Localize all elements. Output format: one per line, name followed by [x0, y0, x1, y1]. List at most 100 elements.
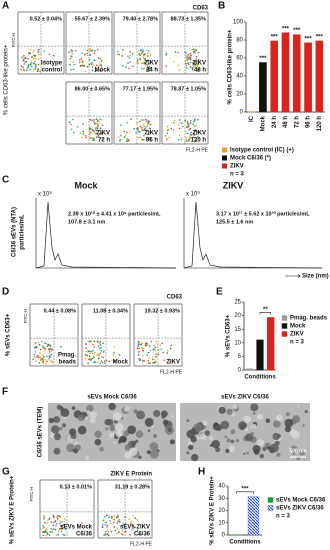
event-dot [22, 66, 24, 69]
vesicle [202, 425, 207, 430]
event-dot [99, 340, 102, 343]
event-dot [73, 63, 76, 66]
event-dot [72, 131, 75, 134]
event-dot [189, 61, 192, 64]
event-dot [146, 68, 148, 70]
event-dot [165, 65, 167, 67]
vesicle [209, 436, 214, 441]
event-dot [89, 53, 92, 56]
event-dot [132, 515, 134, 517]
significance: *** [259, 56, 267, 62]
event-dot [147, 119, 150, 122]
event-dot [126, 138, 129, 140]
event-dot [121, 55, 124, 57]
event-dot [99, 57, 102, 60]
vesicle [99, 446, 104, 452]
y-tick-label: 10 [218, 520, 225, 526]
vesicle [276, 452, 281, 457]
event-dot [68, 51, 70, 53]
event-dot [72, 61, 75, 63]
event-dot [93, 120, 95, 123]
vesicle [220, 420, 230, 430]
y-tick-label: 40 [218, 484, 225, 490]
event-dot [113, 526, 116, 528]
event-dot [86, 354, 89, 357]
vesicle [269, 443, 279, 453]
event-dot [149, 52, 152, 55]
event-dot [148, 62, 150, 65]
event-dot [81, 60, 84, 62]
event-dot [133, 127, 135, 130]
event-dot [106, 524, 109, 527]
event-dot [90, 357, 92, 359]
vesicle [89, 411, 98, 419]
event-dot [196, 68, 198, 71]
event-dot [101, 124, 104, 127]
legend-label: Mock [290, 324, 306, 330]
event-dot [137, 533, 140, 536]
vesicle [171, 415, 174, 418]
event-dot [100, 66, 103, 68]
event-dot [178, 127, 181, 130]
event-dot [138, 357, 140, 360]
event-dot [141, 62, 144, 65]
x-axis-title: FL2-H PE [186, 147, 209, 153]
vesicle [87, 410, 91, 414]
event-dot [144, 344, 147, 347]
event-dot [42, 530, 45, 533]
event-dot [125, 66, 127, 68]
event-dot [189, 66, 192, 68]
event-dot [122, 522, 124, 524]
vesicle [272, 432, 280, 441]
event-dot [51, 531, 53, 533]
event-dot [33, 356, 36, 358]
event-dot [187, 124, 190, 126]
event-dot [113, 345, 116, 348]
event-dot [197, 59, 200, 61]
event-dot [131, 53, 134, 55]
vesicle [162, 419, 169, 425]
event-dot [42, 534, 45, 537]
vesicle [226, 408, 233, 415]
event-dot [116, 528, 119, 530]
event-dot [117, 514, 119, 517]
event-dot [64, 528, 67, 531]
scale-bar-label: 500 nm [289, 448, 307, 454]
event-dot [131, 529, 133, 531]
plot-label: Mock [113, 360, 129, 366]
event-dot [192, 123, 195, 126]
event-dot [165, 53, 167, 56]
event-dot [136, 128, 139, 131]
event-dot [35, 356, 37, 359]
event-dot [88, 48, 90, 51]
event-dot [31, 59, 33, 62]
x-axis-label: Conditions [229, 540, 261, 546]
event-dot [137, 354, 140, 356]
event-dot [62, 524, 65, 526]
legend-label: Mock C6/36 (*) [230, 156, 271, 162]
event-dot [168, 136, 170, 139]
event-dot [116, 533, 118, 535]
event-dot [113, 351, 116, 354]
y-tick-label: 20 [236, 92, 243, 98]
event-dot [56, 519, 59, 521]
event-dot [166, 138, 168, 140]
event-dot [46, 533, 49, 535]
event-dot [100, 349, 103, 352]
event-dot [164, 135, 167, 137]
event-dot [89, 119, 92, 121]
plot-stat: 88.73 ± 1.35% [171, 16, 207, 22]
event-dot [170, 127, 173, 130]
x-tick-label: 96 h [306, 116, 312, 128]
event-dot [50, 521, 53, 523]
event-dot [33, 49, 36, 52]
event-dot [136, 347, 139, 350]
event-dot [96, 64, 98, 67]
vesicle [66, 443, 75, 453]
event-dot [63, 534, 66, 536]
event-dot [94, 127, 97, 129]
vesicle [191, 453, 199, 462]
event-dot [127, 140, 129, 142]
event-dot [75, 50, 77, 52]
event-dot [97, 135, 100, 137]
